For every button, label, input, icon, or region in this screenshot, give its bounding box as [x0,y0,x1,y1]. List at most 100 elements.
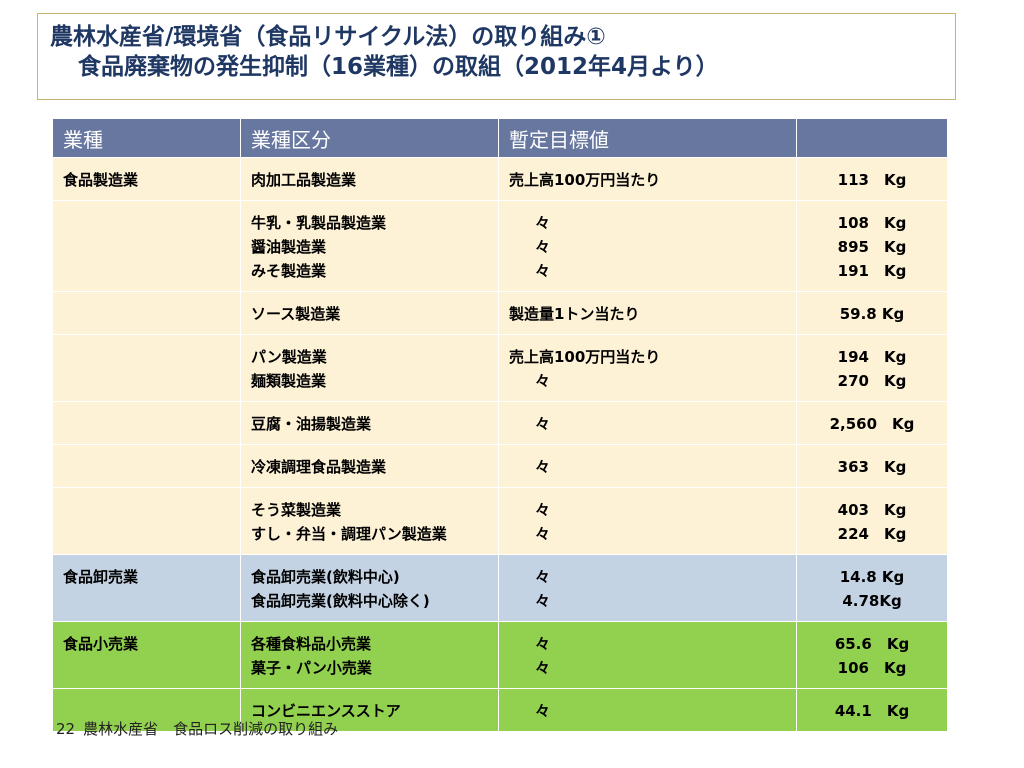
ditto-mark: 々 [535,214,551,232]
category-cell: 食品卸売業(飲料中心) 食品卸売業(飲料中心除く) [240,554,499,622]
category-cell: コンビニエンスストア [240,688,499,732]
target-value-cell: 2,560 Kg [796,401,948,445]
target-basis-cell: 々 [498,444,797,488]
target-value-cell: 108 Kg 895 Kg 191 Kg [796,200,948,292]
table-row: そう菜製造業 すし・弁当・調理パン製造業 々 々 403 Kg 224 Kg [52,487,948,555]
slide-title-box: 農林水産省/環境省（食品リサイクル法）の取り組み① 食品廃棄物の発生抑制（16業… [37,13,956,100]
target-value: 2,560 Kg [829,415,915,433]
industry-cell: 食品小売業 [52,621,241,689]
target-value: 14.8 Kg [839,568,905,586]
category-line: 醤油製造業 [251,238,327,256]
category-cell: そう菜製造業 すし・弁当・調理パン製造業 [240,487,499,555]
ditto-mark: 々 [535,702,551,720]
category-line: 食品卸売業(飲料中心) [251,568,400,586]
target-basis-line: 売上高100万円当たり [509,171,661,189]
table-body: 食品製造業 肉加工品製造業 売上高100万円当たり 113 Kg 牛乳・乳製品製… [52,157,948,732]
category-cell: 冷凍調理食品製造業 [240,444,499,488]
category-line: パン製造業 [251,348,327,366]
slide-footer: 22 農林水産省 食品ロス削減の取り組み [56,718,338,739]
target-value: 895 Kg [837,238,907,256]
ditto-mark: 々 [535,501,551,519]
target-value-cell: 59.8 Kg [796,291,948,335]
header-industry-category: 業種区分 [240,118,499,158]
table-row: 牛乳・乳製品製造業 醤油製造業 みそ製造業 々 々 々 108 Kg 895 K… [52,200,948,292]
target-value: 113 Kg [837,171,907,189]
target-value: 224 Kg [837,525,907,543]
header-provisional-target: 暫定目標値 [498,118,797,158]
target-value: 194 Kg [837,348,907,366]
industry-cell [52,291,241,335]
table-row: パン製造業 麺類製造業 売上高100万円当たり 々 194 Kg 270 Kg [52,334,948,402]
table-row: 食品製造業 肉加工品製造業 売上高100万円当たり 113 Kg [52,157,948,201]
target-value: 270 Kg [837,372,907,390]
industry-cell [52,334,241,402]
target-basis-cell: 々 々 [498,554,797,622]
category-cell: 各種食料品小売業 菓子・パン小売業 [240,621,499,689]
ditto-mark: 々 [535,458,551,476]
target-value-cell: 194 Kg 270 Kg [796,334,948,402]
ditto-mark: 々 [535,659,551,677]
target-value-cell: 44.1 Kg [796,688,948,732]
target-basis-line: 製造量1トン当たり [509,305,640,323]
category-line: ソース製造業 [251,305,341,323]
target-value: 106 Kg [837,659,907,677]
category-line: すし・弁当・調理パン製造業 [251,525,447,543]
page-number: 22 [56,720,76,738]
table-row: 食品小売業 各種食料品小売業 菓子・パン小売業 々 々 65.6 Kg 106 … [52,621,948,689]
target-value: 191 Kg [837,262,907,280]
category-line: 菓子・パン小売業 [251,659,372,677]
table-header-row: 業種 業種区分 暫定目標値 [52,118,948,158]
category-line: 冷凍調理食品製造業 [251,458,387,476]
target-basis-cell: 売上高100万円当たり [498,157,797,201]
ditto-mark: 々 [535,238,551,256]
slide-title-line-2: 食品廃棄物の発生抑制（16業種）の取組（2012年4月より） [78,54,719,80]
category-cell: パン製造業 麺類製造業 [240,334,499,402]
target-value: 363 Kg [837,458,907,476]
ditto-mark: 々 [535,415,551,433]
target-basis-cell: 々 々 [498,487,797,555]
category-line: 肉加工品製造業 [251,171,357,189]
footer-text: 農林水産省 食品ロス削減の取り組み [83,720,339,738]
target-value: 59.8 Kg [839,305,905,323]
target-value-cell: 403 Kg 224 Kg [796,487,948,555]
table-row: ソース製造業 製造量1トン当たり 59.8 Kg [52,291,948,335]
category-line: 各種食料品小売業 [251,635,372,653]
target-basis-cell: 売上高100万円当たり 々 [498,334,797,402]
industry-cell [52,200,241,292]
category-cell: ソース製造業 [240,291,499,335]
ditto-mark: 々 [535,592,551,610]
header-value [796,118,948,158]
category-line: コンビニエンスストア [251,702,401,720]
food-waste-target-table: 業種 業種区分 暫定目標値 食品製造業 肉加工品製造業 売上高100万円当たり … [52,118,948,732]
category-line: そう菜製造業 [251,501,342,519]
target-basis-cell: 製造量1トン当たり [498,291,797,335]
ditto-mark: 々 [535,372,551,390]
target-value: 65.6 Kg [834,635,910,653]
header-industry: 業種 [52,118,241,158]
industry-cell [52,688,241,732]
target-basis-cell: 々 々 々 [498,200,797,292]
target-value: 44.1 Kg [834,702,910,720]
category-cell: 豆腐・油揚製造業 [240,401,499,445]
target-value-cell: 363 Kg [796,444,948,488]
table-row: 冷凍調理食品製造業 々 363 Kg [52,444,948,488]
target-value: 4.78Kg [842,592,902,610]
target-basis-line: 売上高100万円当たり [509,348,661,366]
table-row: コンビニエンスストア 々 44.1 Kg [52,688,948,732]
category-line: 麺類製造業 [251,372,327,390]
industry-cell [52,444,241,488]
industry-cell [52,487,241,555]
target-basis-cell: 々 [498,688,797,732]
target-basis-cell: 々 [498,401,797,445]
table-row: 豆腐・油揚製造業 々 2,560 Kg [52,401,948,445]
target-basis-cell: 々 々 [498,621,797,689]
ditto-mark: 々 [535,568,551,586]
category-line: みそ製造業 [251,262,327,280]
target-value-cell: 14.8 Kg 4.78Kg [796,554,948,622]
target-value-cell: 65.6 Kg 106 Kg [796,621,948,689]
industry-cell: 食品製造業 [52,157,241,201]
category-line: 食品卸売業(飲料中心除く) [251,592,430,610]
ditto-mark: 々 [535,525,551,543]
category-cell: 牛乳・乳製品製造業 醤油製造業 みそ製造業 [240,200,499,292]
target-value-cell: 113 Kg [796,157,948,201]
